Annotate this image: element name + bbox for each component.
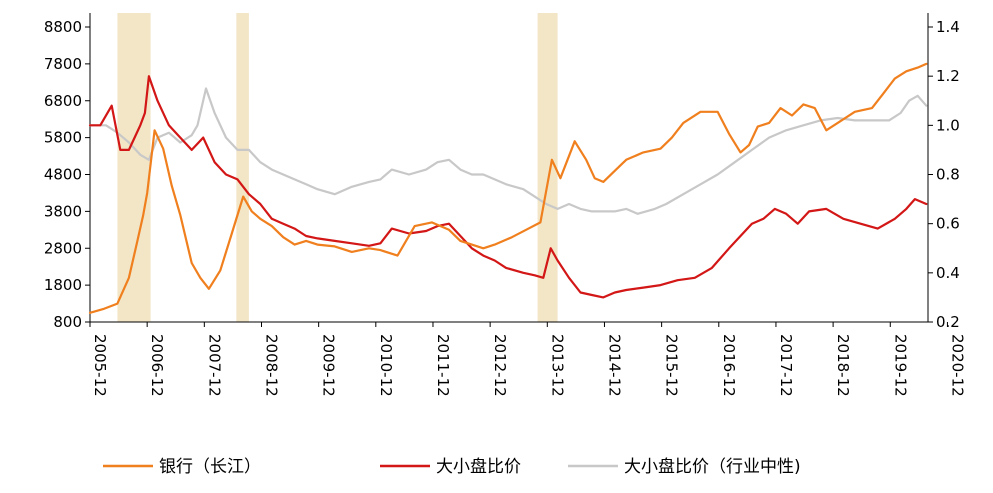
y-left-tick-label: 1800 [44, 276, 82, 294]
y-right-tick-label: 0.4 [936, 264, 960, 282]
legend-label-2: 大小盘比价（行业中性) [624, 457, 801, 477]
y-left-tick-label: 6800 [44, 92, 82, 110]
x-tick-label: 2020-12 [948, 334, 966, 397]
legend-label-1: 大小盘比价 [436, 457, 521, 477]
x-tick-label: 2009-12 [320, 334, 338, 397]
series-lines [88, 62, 928, 314]
y-left-tick-label: 3800 [44, 202, 82, 220]
x-tick-label: 2015-12 [663, 334, 681, 397]
legend-label-0: 银行（长江） [159, 457, 261, 477]
x-tick-label: 2006-12 [148, 334, 166, 397]
x-tick-label: 2005-12 [91, 334, 109, 397]
series-line-0 [88, 62, 928, 314]
shaded-period-0 [117, 13, 151, 322]
y-right-tick-label: 0.8 [936, 166, 960, 184]
y-left-tick-label: 8800 [44, 18, 82, 36]
shaded-periods [117, 13, 558, 322]
y-right-tick-label: 1.4 [936, 18, 960, 36]
y-left-tick-label: 5800 [44, 129, 82, 147]
legend: 银行（长江） 大小盘比价 大小盘比价（行业中性) [103, 457, 801, 477]
y-left-tick-label: 4800 [44, 166, 82, 184]
y-right-tick-label: 0.6 [936, 215, 960, 233]
series-line-1 [88, 75, 928, 299]
shaded-period-1 [236, 13, 249, 322]
x-tick-label: 2017-12 [777, 334, 795, 397]
x-tick-label: 2011-12 [434, 334, 452, 397]
series-line-2 [88, 87, 928, 215]
x-tick-label: 2010-12 [377, 334, 395, 397]
x-tick-label: 2016-12 [720, 334, 738, 397]
y-left-tick-label: 2800 [44, 239, 82, 257]
y-left-tick-label: 7800 [44, 55, 82, 73]
y-right-tick-label: 1.0 [936, 116, 960, 134]
x-tick-label: 2013-12 [548, 334, 566, 397]
y-right-tick-label: 1.2 [936, 67, 960, 85]
x-tick-label: 2007-12 [205, 334, 223, 397]
x-tick-label: 2014-12 [605, 334, 623, 397]
x-tick-label: 2019-12 [891, 334, 909, 397]
shaded-period-2 [537, 13, 558, 322]
x-tick-label: 2012-12 [491, 334, 509, 397]
axes: 800180028003800480058006800780088000.20.… [44, 13, 966, 397]
x-tick-label: 2018-12 [834, 334, 852, 397]
x-tick-label: 2008-12 [262, 334, 280, 397]
y-left-tick-label: 800 [53, 313, 82, 331]
